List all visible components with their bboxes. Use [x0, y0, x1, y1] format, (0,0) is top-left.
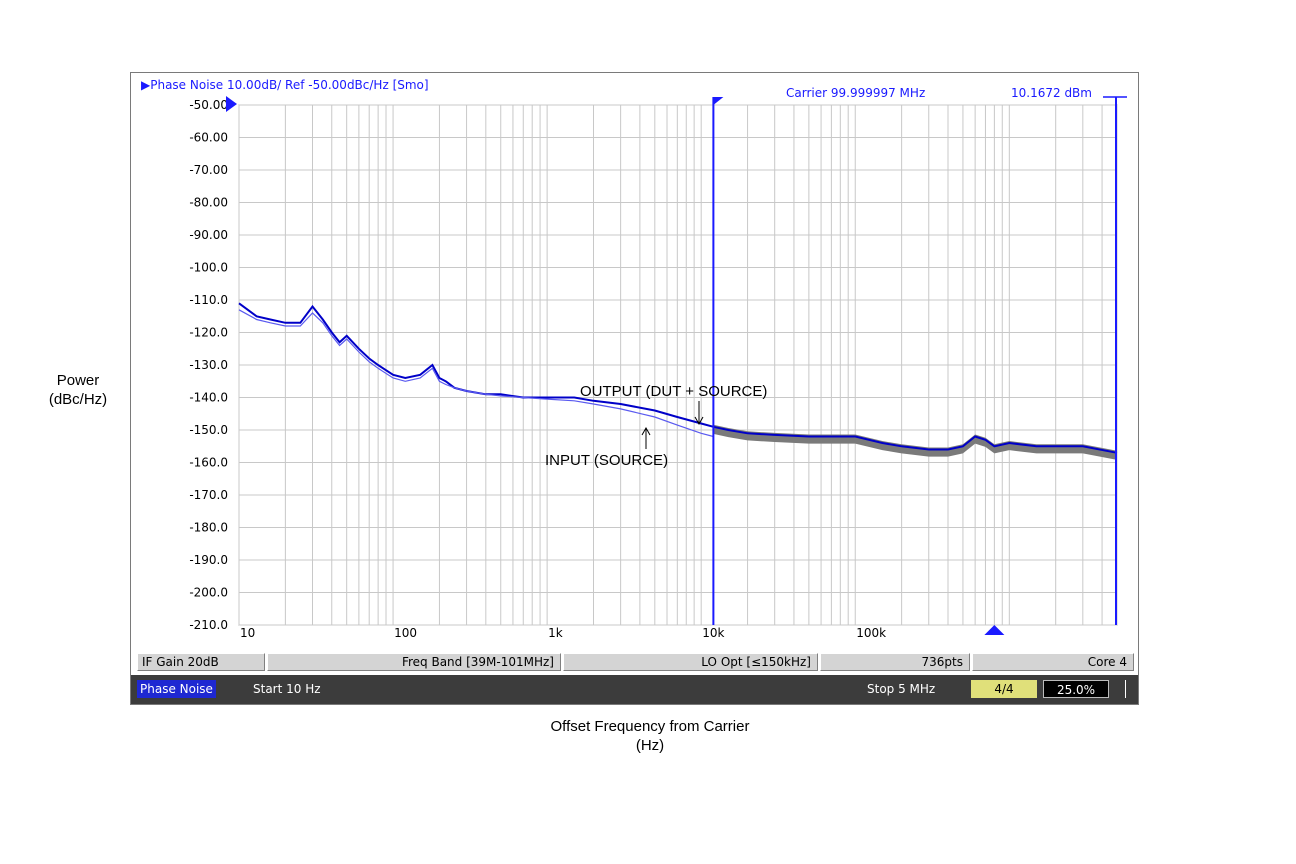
y-tick-label: -170.0	[189, 488, 228, 502]
uncertainty-band	[713, 424, 1117, 460]
y-tick-label: -150.0	[189, 423, 228, 437]
freq-band-text: Freq Band [39M-101MHz]	[401, 655, 554, 669]
lo-opt-field[interactable]: LO Opt [≤150kHz]	[563, 653, 818, 671]
x-axis-label-line1: Offset Frequency from Carrier	[550, 718, 750, 735]
x-tick-label: 100k	[856, 626, 886, 640]
if-gain-text: IF Gain 20dB	[142, 655, 219, 669]
x-tick-label: 1k	[548, 626, 563, 640]
y-axis-label-line1: Power	[56, 372, 100, 389]
y-tick-label: -200.0	[189, 586, 228, 600]
y-tick-label: -140.0	[189, 391, 228, 405]
stop-frequency: Stop 5 MHz	[867, 682, 936, 696]
y-axis-label-line2: (dBc/Hz)	[48, 391, 108, 408]
progress-percent: 25.0%	[1043, 680, 1109, 698]
x-tick-label: 100	[394, 626, 417, 640]
y-tick-label: -80.00	[189, 196, 228, 210]
annotation-input: INPUT (SOURCE)	[545, 452, 668, 469]
carrier-power-readout: 10.1672 dBm	[1011, 86, 1092, 100]
annotation-output: OUTPUT (DUT + SOURCE)	[580, 383, 767, 400]
x-tick-label: 10	[240, 626, 255, 640]
settings-info-bar: IF Gain 20dB Freq Band [39M-101MHz] LO O…	[131, 651, 1138, 674]
x-axis-label-line2: (Hz)	[635, 737, 665, 754]
points-text: 736pts	[921, 655, 963, 669]
y-tick-label: -90.00	[189, 228, 228, 242]
analyzer-window: -50.00 -60.00 -70.00 -80.00 -90.00 -100.0 -110…	[130, 72, 1139, 705]
y-axis-label: Power (dBc/Hz)	[28, 371, 128, 409]
mode-badge[interactable]: Phase Noise	[137, 680, 216, 698]
average-count: 4/4	[971, 680, 1037, 698]
y-tick-label: -190.0	[189, 553, 228, 567]
core-text: Core 4	[1087, 655, 1127, 669]
reference-level-marker	[226, 96, 237, 112]
points-field[interactable]: 736pts	[820, 653, 970, 671]
annotation-output-arrowhead	[694, 416, 704, 426]
y-tick-label: -60.00	[189, 131, 228, 145]
status-divider	[1125, 680, 1126, 698]
x-axis-label: Offset Frequency from Carrier (Hz)	[470, 717, 830, 755]
y-tick-label: -110.0	[189, 293, 228, 307]
marker-flag	[713, 97, 724, 105]
if-gain-field[interactable]: IF Gain 20dB	[137, 653, 265, 671]
grid-lines	[238, 104, 1118, 626]
trace-header: ▶Phase Noise 10.00dB/ Ref -50.00dBc/Hz […	[141, 78, 429, 92]
y-tick-label: -130.0	[189, 358, 228, 372]
input-trace-line	[238, 309, 714, 438]
lo-opt-text: LO Opt [≤150kHz]	[701, 655, 811, 669]
status-bar: Phase Noise Start 10 Hz Stop 5 MHz 4/4 2…	[131, 675, 1138, 704]
y-tick-label: -120.0	[189, 326, 228, 340]
start-frequency: Start 10 Hz	[253, 682, 321, 696]
output-trace-line	[238, 302, 1118, 454]
y-tick-label: -180.0	[189, 521, 228, 535]
phase-noise-chart: -50.00 -60.00 -70.00 -80.00 -90.00 -100.0 -110…	[141, 78, 1127, 640]
x-tick-label: 10k	[702, 626, 724, 640]
carrier-frequency-readout: Carrier 99.999997 MHz	[786, 86, 925, 100]
core-field[interactable]: Core 4	[972, 653, 1134, 671]
y-tick-label: -100.0	[189, 261, 228, 275]
y-tick-label: -160.0	[189, 456, 228, 470]
y-tick-label: -50.00	[189, 98, 228, 112]
y-tick-label: -70.00	[189, 163, 228, 177]
y-tick-label: -210.0	[189, 618, 228, 632]
freq-band-field[interactable]: Freq Band [39M-101MHz]	[267, 653, 561, 671]
annotation-input-arrowhead	[641, 426, 651, 436]
analysis-marker-triangle	[984, 625, 1005, 635]
